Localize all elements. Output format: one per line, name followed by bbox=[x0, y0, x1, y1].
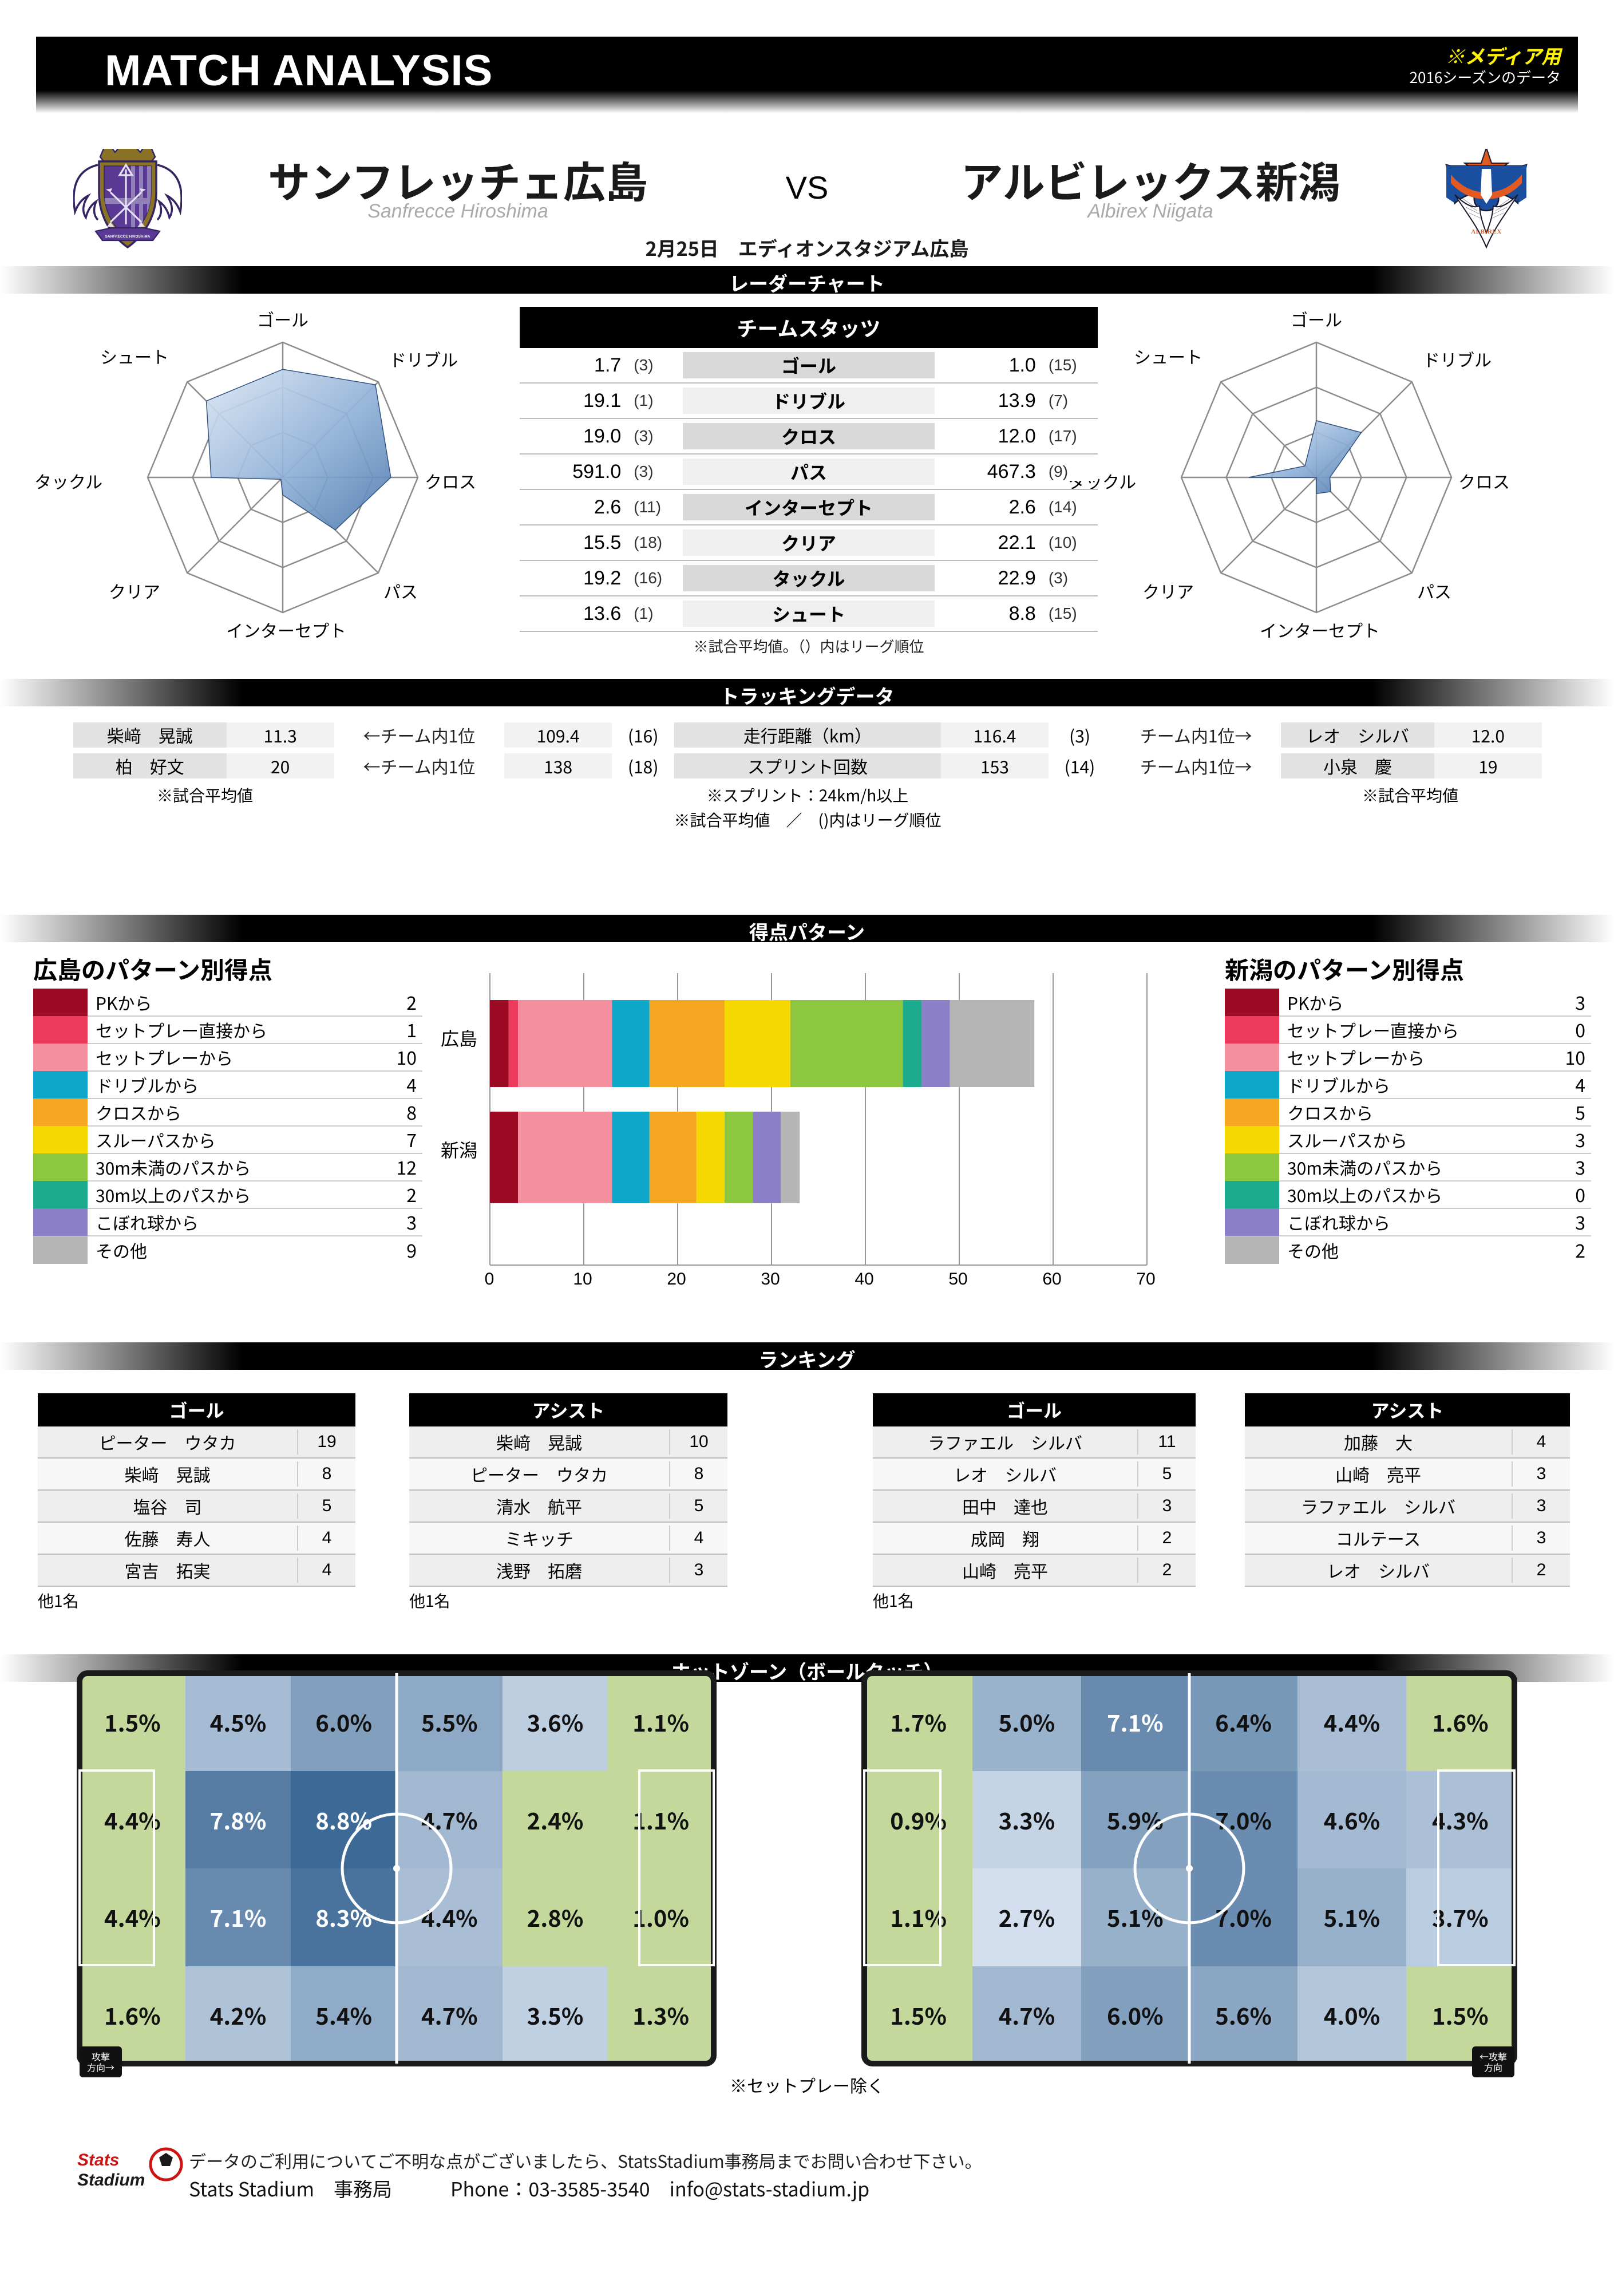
svg-text:Stats: Stats bbox=[77, 2151, 119, 2169]
svg-text:Stadium: Stadium bbox=[77, 2171, 145, 2190]
